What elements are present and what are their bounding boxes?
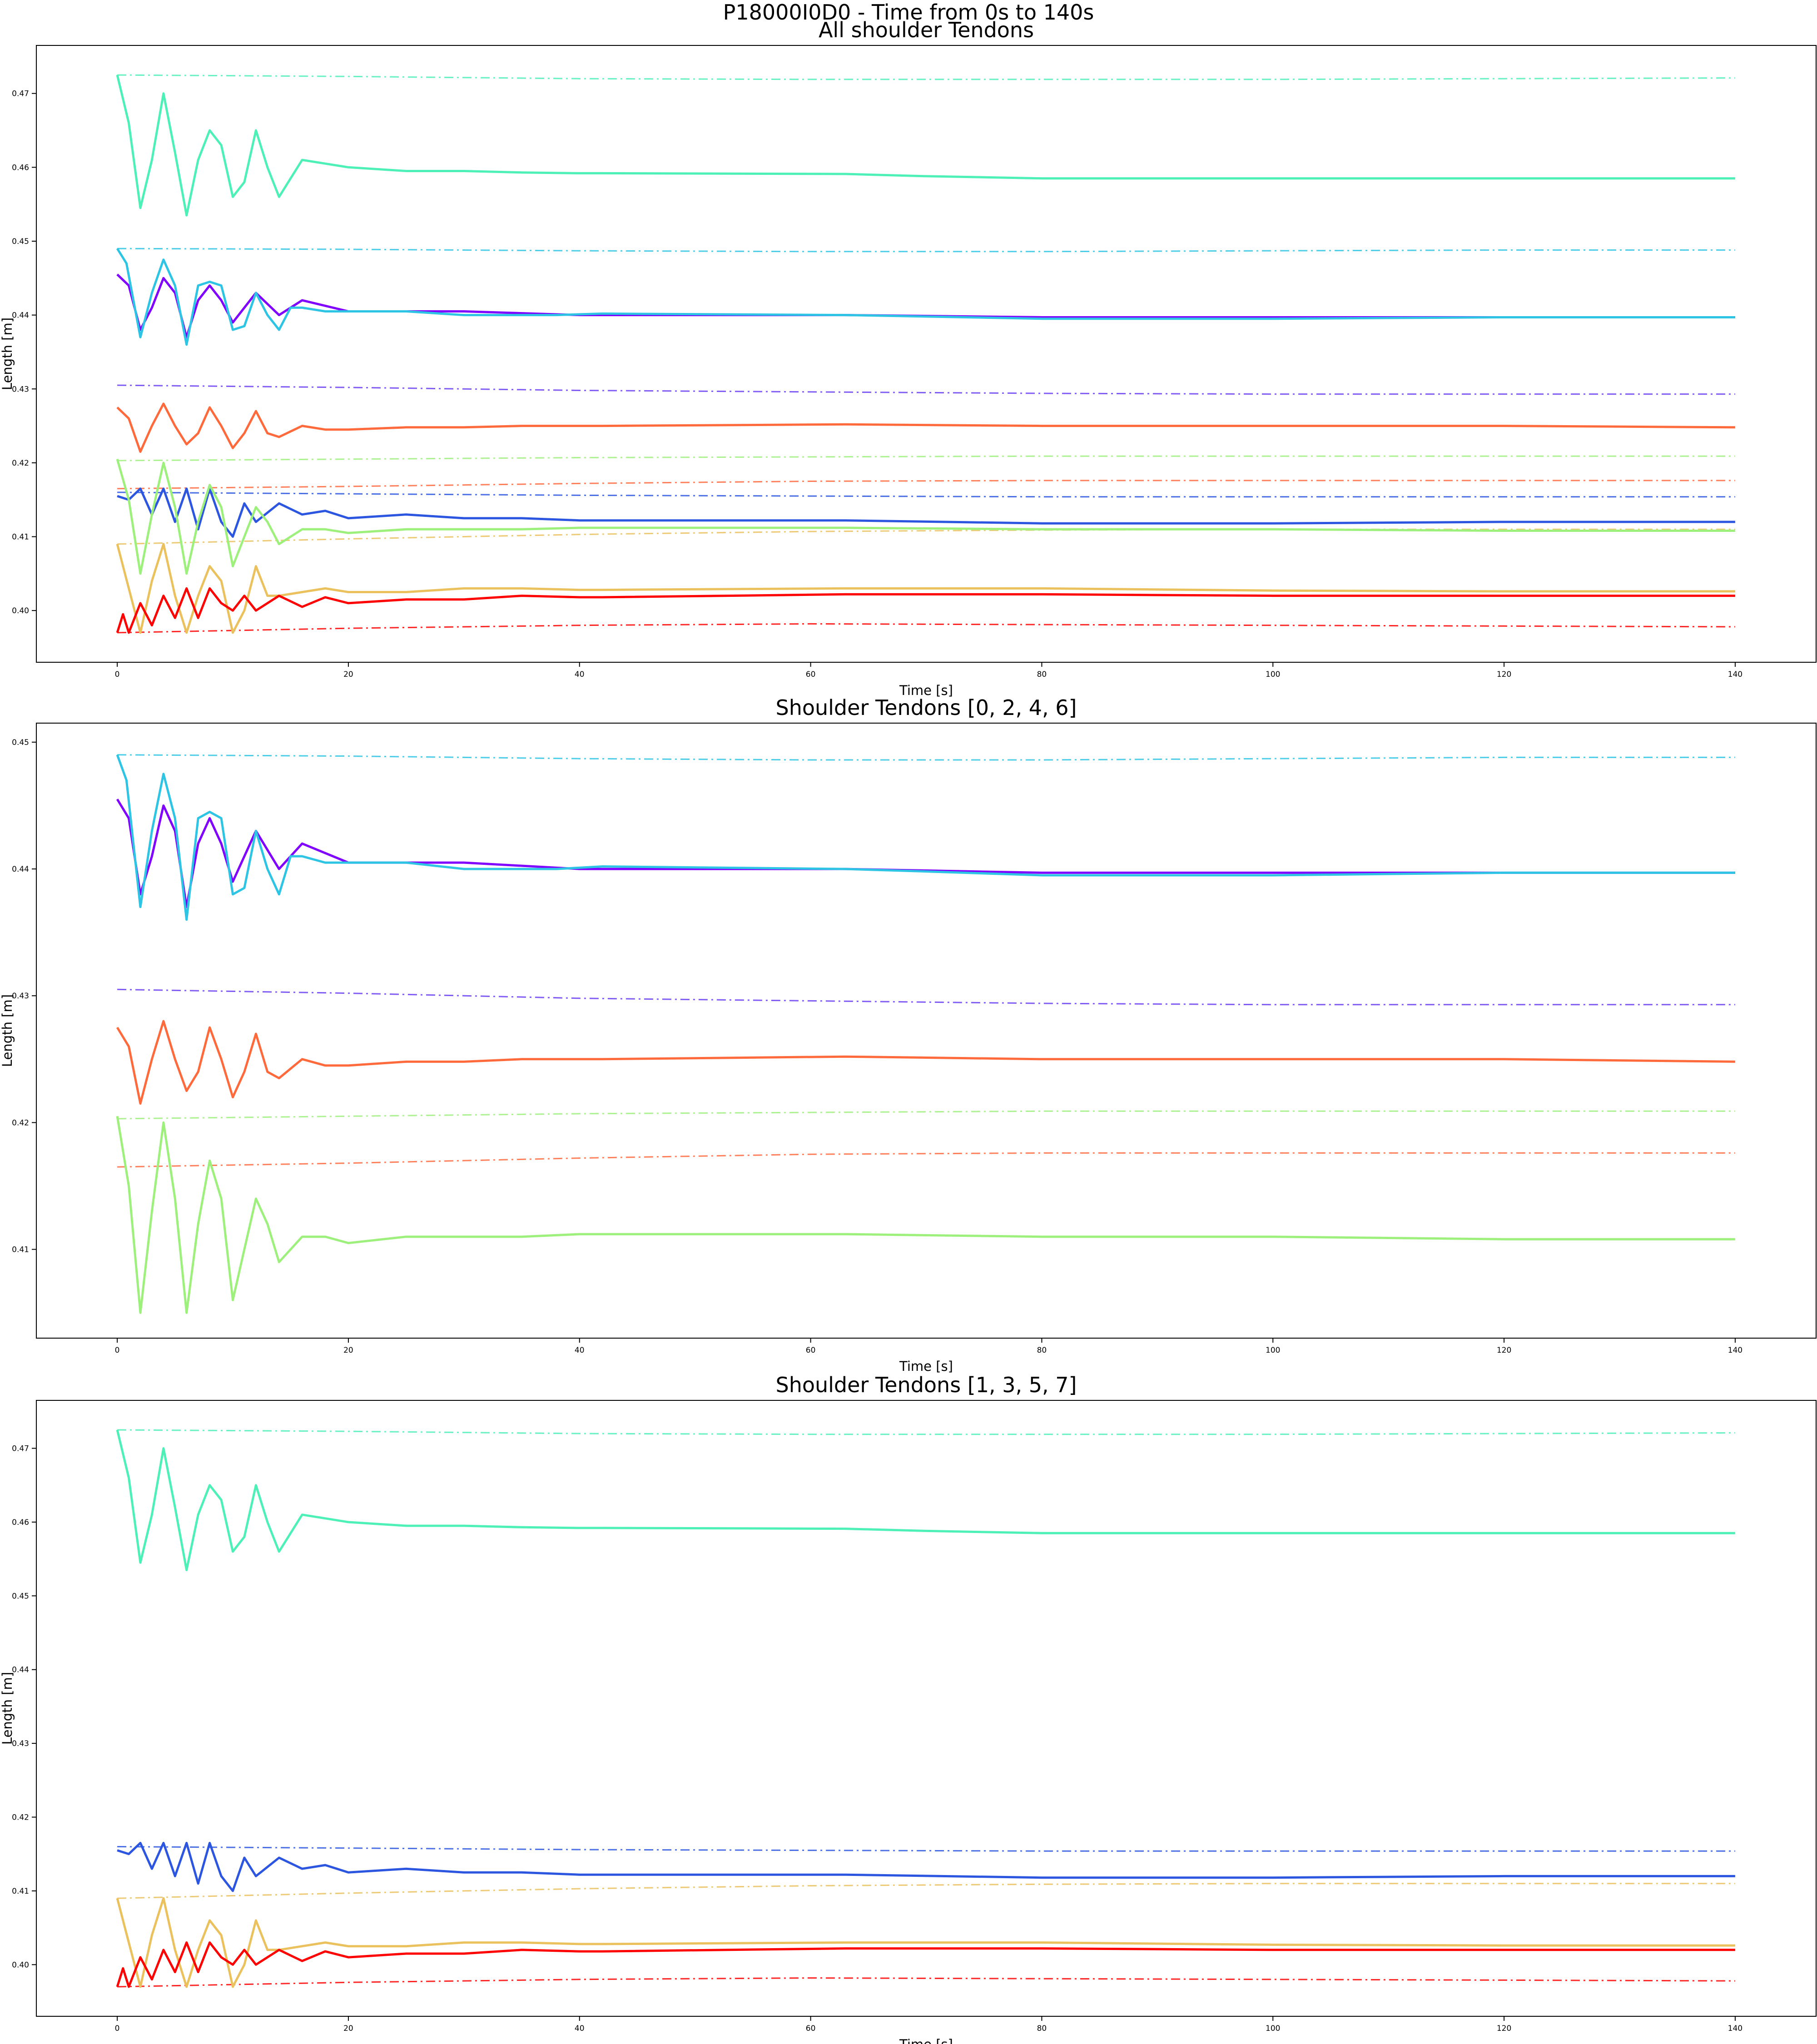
plot-panel-3: Shoulder Tendons [1, 3, 5, 7] 0 20 40 60 80 10… bbox=[0, 1373, 1817, 2044]
series-group bbox=[116, 754, 1735, 1314]
plot-panel-2: Shoulder Tendons [0, 2, 4, 6] 0 20 40 60 80 10… bbox=[0, 695, 1817, 1374]
series-line-7 bbox=[116, 402, 1735, 453]
series-line-1 bbox=[117, 1841, 1735, 1892]
x-tick-label: 120 bbox=[1497, 670, 1511, 679]
y-tick-label: 0.42 bbox=[12, 1118, 29, 1127]
y-tick-label: 0.45 bbox=[12, 1592, 29, 1601]
reference-line-7 bbox=[117, 1883, 1735, 1899]
axes-frame bbox=[36, 723, 1817, 1339]
reference-line-6 bbox=[117, 754, 1735, 761]
x-tick-label: 40 bbox=[575, 2024, 585, 2033]
x-tick-label: 100 bbox=[1266, 670, 1280, 679]
y-tick-label: 0.46 bbox=[12, 1518, 29, 1527]
series-line-1 bbox=[116, 273, 1735, 338]
x-axis-label: Time [s] bbox=[899, 2037, 953, 2044]
reference-line-13 bbox=[117, 455, 1735, 461]
series-line-8 bbox=[116, 587, 1735, 634]
y-tick-label: 0.43 bbox=[12, 385, 29, 394]
series-line-4 bbox=[116, 1020, 1735, 1105]
series-line-6 bbox=[116, 543, 1735, 634]
reference-line-5 bbox=[117, 1846, 1735, 1852]
x-tick-label: 20 bbox=[343, 670, 353, 679]
series-line-3 bbox=[116, 1897, 1735, 1988]
y-tick-label: 0.43 bbox=[12, 992, 29, 1001]
reference-line-6 bbox=[117, 1429, 1735, 1435]
x-tick-label: 60 bbox=[806, 1346, 816, 1355]
reference-line-5 bbox=[117, 988, 1735, 1006]
x-tick-label: 40 bbox=[575, 1346, 585, 1355]
y-tick-label: 0.42 bbox=[12, 1813, 29, 1822]
x-tick-label: 80 bbox=[1037, 1346, 1047, 1355]
series-group bbox=[116, 1429, 1735, 1988]
reference-line-7 bbox=[117, 1110, 1735, 1120]
y-tick-label: 0.47 bbox=[12, 1444, 29, 1454]
y-tick-label: 0.41 bbox=[12, 1245, 29, 1255]
y-tick-label: 0.47 bbox=[12, 89, 29, 99]
y-tick-label: 0.44 bbox=[12, 865, 29, 874]
axes-frame bbox=[36, 1400, 1817, 2017]
plot-panel-1: All shoulder Tendons 0 20 40 60 80 100 120 140 0.… bbox=[0, 18, 1817, 698]
panel-title: Shoulder Tendons [0, 2, 4, 6] bbox=[776, 695, 1077, 720]
series-line-4 bbox=[116, 74, 1735, 217]
reference-line-9 bbox=[117, 384, 1735, 395]
x-tick-label: 60 bbox=[806, 670, 816, 679]
series-line-3 bbox=[116, 1116, 1735, 1314]
y-tick-label: 0.40 bbox=[12, 606, 29, 615]
series-line-1 bbox=[116, 799, 1735, 908]
axes-frame bbox=[36, 45, 1817, 663]
reference-line-12 bbox=[117, 74, 1735, 80]
reference-line-10 bbox=[117, 248, 1735, 253]
y-axis-label: Length [m] bbox=[0, 318, 15, 390]
x-tick-label: 120 bbox=[1497, 1346, 1511, 1355]
y-tick-label: 0.45 bbox=[12, 738, 29, 747]
series-line-2 bbox=[116, 1429, 1735, 1571]
y-tick-label: 0.41 bbox=[12, 533, 29, 542]
reference-line-8 bbox=[117, 1152, 1735, 1168]
x-tick-label: 80 bbox=[1037, 670, 1047, 679]
y-tick-label: 0.45 bbox=[12, 237, 29, 246]
x-tick-label: 120 bbox=[1497, 2024, 1511, 2033]
y-axis-label: Length [m] bbox=[0, 994, 15, 1067]
y-tick-label: 0.40 bbox=[12, 1960, 29, 1970]
x-axis-label: Time [s] bbox=[899, 683, 953, 698]
y-tick-label: 0.44 bbox=[12, 1666, 29, 1675]
series-line-2 bbox=[116, 754, 1735, 921]
reference-line-16 bbox=[117, 623, 1735, 634]
figure-title: P18000I0D0 - Time from 0s to 140s bbox=[723, 0, 1094, 25]
series-line-3 bbox=[117, 487, 1735, 538]
x-tick-label: 100 bbox=[1266, 2024, 1280, 2033]
x-tick-label: 0 bbox=[115, 670, 120, 679]
y-tick-label: 0.43 bbox=[12, 1739, 29, 1748]
reference-line-14 bbox=[117, 528, 1735, 545]
x-tick-label: 100 bbox=[1266, 1346, 1280, 1355]
y-tick-label: 0.46 bbox=[12, 163, 29, 172]
x-tick-label: 20 bbox=[343, 1346, 353, 1355]
x-tick-label: 40 bbox=[575, 670, 585, 679]
x-tick-label: 140 bbox=[1728, 670, 1743, 679]
x-tick-label: 140 bbox=[1728, 1346, 1743, 1355]
reference-line-15 bbox=[117, 480, 1735, 490]
x-tick-label: 0 bbox=[115, 2024, 120, 2033]
series-line-5 bbox=[116, 459, 1735, 575]
x-tick-label: 60 bbox=[806, 2024, 816, 2033]
x-tick-label: 80 bbox=[1037, 2024, 1047, 2033]
series-line-4 bbox=[116, 1941, 1735, 1988]
x-axis-label: Time [s] bbox=[899, 1359, 953, 1374]
x-tick-label: 20 bbox=[343, 2024, 353, 2033]
y-tick-label: 0.44 bbox=[12, 311, 29, 320]
y-axis-label: Length [m] bbox=[0, 1672, 15, 1745]
x-tick-label: 140 bbox=[1728, 2024, 1743, 2033]
x-tick-label: 0 bbox=[115, 1346, 120, 1355]
series-group bbox=[116, 74, 1735, 634]
panel-title: Shoulder Tendons [1, 3, 5, 7] bbox=[776, 1373, 1077, 1397]
panel-title: All shoulder Tendons bbox=[819, 18, 1034, 42]
series-line-2 bbox=[116, 248, 1735, 346]
y-tick-label: 0.41 bbox=[12, 1887, 29, 1896]
reference-line-11 bbox=[117, 491, 1735, 498]
y-tick-label: 0.42 bbox=[12, 459, 29, 468]
reference-line-8 bbox=[117, 1977, 1735, 1988]
